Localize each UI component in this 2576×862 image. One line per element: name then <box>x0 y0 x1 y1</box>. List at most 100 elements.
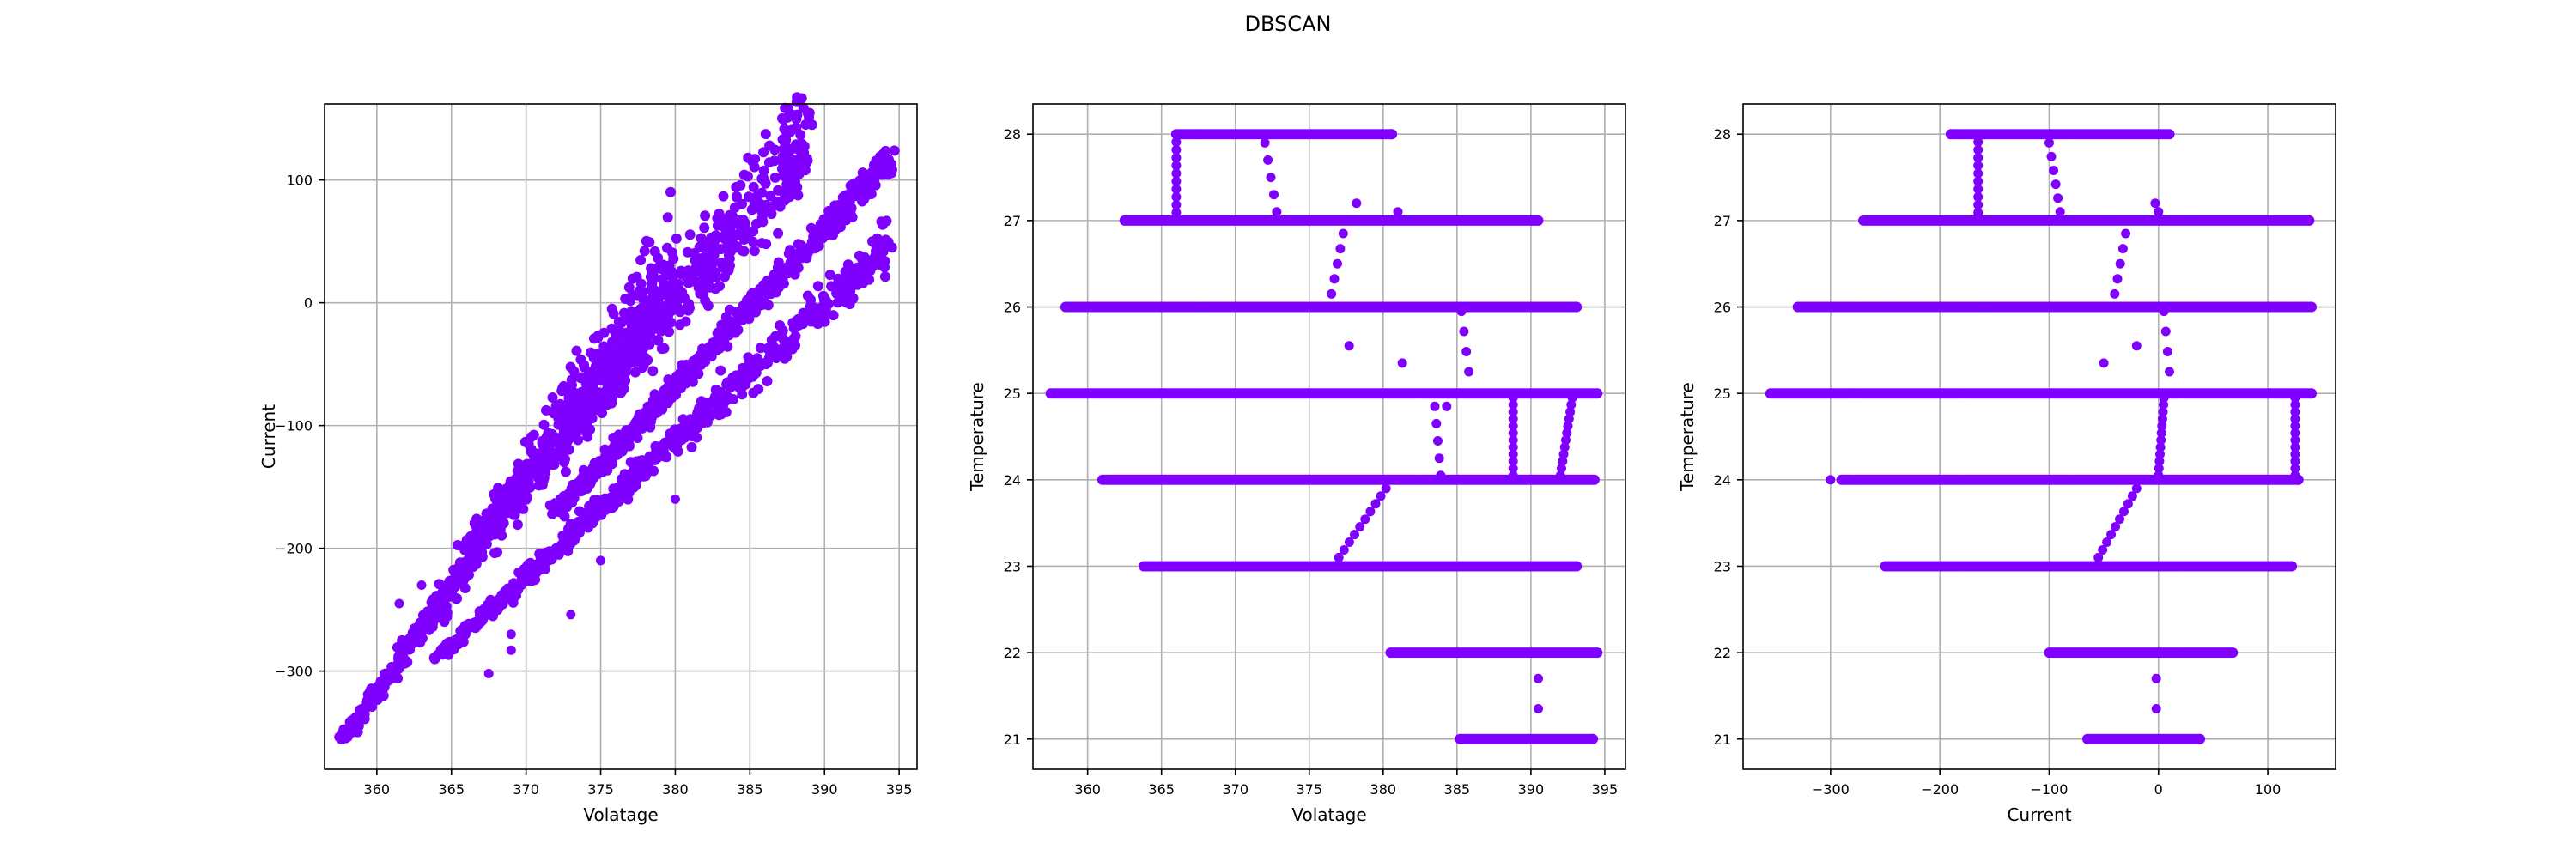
data-point <box>592 404 602 415</box>
y-tick-label: −200 <box>275 541 313 557</box>
data-point <box>629 478 640 489</box>
data-point <box>761 359 771 369</box>
data-point <box>468 531 478 541</box>
y-tick-label: −300 <box>275 664 313 680</box>
data-point <box>717 232 727 242</box>
y-tick-label: 0 <box>304 295 313 312</box>
data-point <box>1340 545 1349 555</box>
data-point <box>609 366 619 376</box>
y-tick-label: 27 <box>1004 213 1021 229</box>
data-point <box>440 587 451 598</box>
x-tick-label: 380 <box>662 781 689 798</box>
data-point <box>668 384 678 394</box>
data-point <box>484 669 494 678</box>
data-point <box>731 182 741 192</box>
data-point <box>813 281 823 291</box>
data-point <box>745 228 756 238</box>
data-point <box>526 432 537 442</box>
data-point <box>575 404 586 415</box>
x-tick-label: 365 <box>438 781 465 798</box>
data-point <box>1394 207 1403 216</box>
x-tick-label: 360 <box>1074 781 1101 798</box>
data-point <box>1588 734 1598 744</box>
data-point <box>507 646 516 655</box>
data-point <box>584 474 594 484</box>
data-point <box>372 692 382 702</box>
data-point <box>1261 138 1270 148</box>
data-point <box>671 495 680 504</box>
data-point <box>1442 402 1451 411</box>
data-point <box>1345 341 1354 350</box>
data-point <box>890 145 900 155</box>
data-point <box>779 278 789 288</box>
data-point <box>718 263 728 273</box>
y-tick-label: 22 <box>1004 645 1021 661</box>
data-point <box>384 670 394 680</box>
grid <box>1033 104 1625 769</box>
data-point <box>566 610 575 619</box>
data-point <box>1339 229 1348 239</box>
data-point <box>523 470 533 480</box>
data-point <box>780 196 790 206</box>
data-point <box>715 366 726 376</box>
y-tick-label: 24 <box>1004 472 1021 489</box>
data-point <box>880 146 890 156</box>
data-point <box>394 599 404 609</box>
data-point <box>611 495 621 505</box>
data-point <box>800 119 811 130</box>
data-point <box>480 535 490 545</box>
data-point <box>798 317 808 327</box>
data-point <box>787 125 797 136</box>
data-point <box>437 644 447 654</box>
data-point <box>680 431 690 441</box>
data-point <box>1267 173 1276 182</box>
data-point <box>614 317 624 327</box>
data-point <box>1355 522 1364 531</box>
data-point <box>1459 327 1468 337</box>
data-point <box>779 171 789 181</box>
data-point <box>795 130 805 140</box>
x-tick-label: 385 <box>737 781 763 798</box>
data-point <box>1382 483 1391 493</box>
x-tick-label: 380 <box>1370 781 1397 798</box>
data-point <box>661 452 671 462</box>
figure-title: DBSCAN <box>0 12 2576 36</box>
data-point <box>720 272 730 282</box>
scatter-points <box>1046 129 1603 744</box>
data-point <box>722 342 732 352</box>
data-point <box>1333 259 1342 269</box>
data-point <box>808 302 818 313</box>
data-point <box>1464 367 1473 377</box>
data-point <box>568 418 579 428</box>
data-point <box>640 246 650 256</box>
data-point <box>629 356 640 367</box>
x-tick-label: 370 <box>513 781 539 798</box>
data-point <box>555 441 565 452</box>
data-point <box>559 428 569 439</box>
data-point <box>698 290 708 300</box>
data-point <box>697 401 708 411</box>
grid <box>1743 104 2336 769</box>
data-point <box>747 204 757 215</box>
data-point <box>1330 274 1340 283</box>
data-point <box>779 345 789 355</box>
data-point <box>570 429 580 440</box>
data-point <box>574 392 585 402</box>
data-point <box>435 601 446 611</box>
data-point <box>620 375 630 385</box>
data-point <box>555 403 565 413</box>
data-point <box>871 240 881 251</box>
data-point <box>793 239 804 249</box>
data-point <box>751 219 762 229</box>
data-point <box>861 191 872 201</box>
x-tick-label: 390 <box>1518 781 1545 798</box>
data-point <box>671 282 681 293</box>
data-point <box>1433 436 1443 446</box>
data-point <box>764 141 775 151</box>
data-point <box>592 332 603 343</box>
data-point <box>434 579 445 589</box>
data-point <box>1457 307 1467 316</box>
data-point <box>674 294 684 304</box>
